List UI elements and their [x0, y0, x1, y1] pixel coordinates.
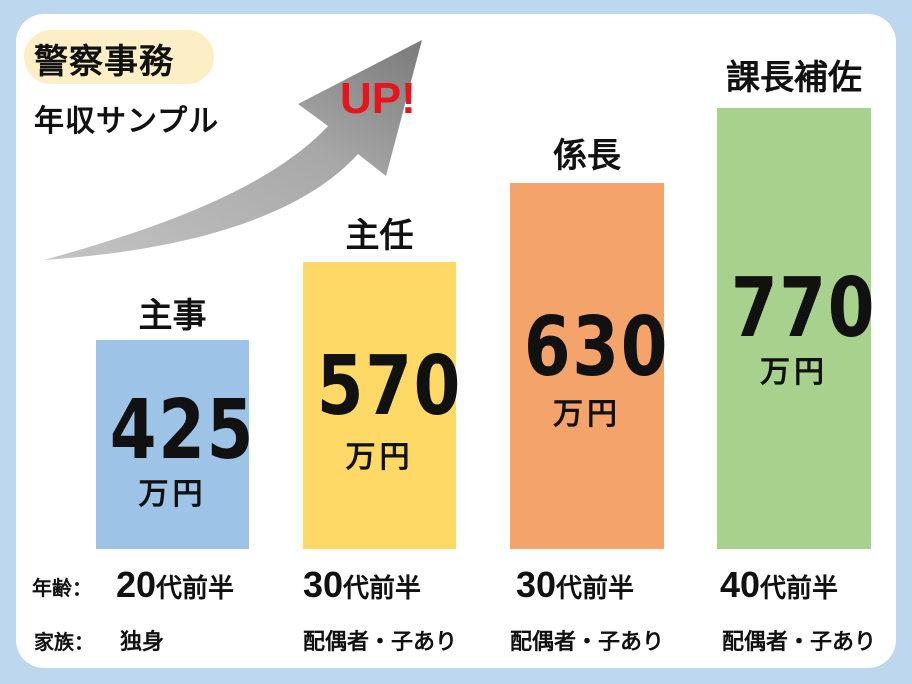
- family-kachohosa: 配偶者・子あり: [722, 630, 877, 655]
- bar-shunin: [303, 262, 456, 549]
- bar-title-shuji: 主事: [138, 296, 207, 336]
- family-row-label: 家族：: [34, 630, 94, 654]
- bar-unit-shunin: 万円: [345, 440, 414, 475]
- family-shuji: 独身: [120, 630, 165, 655]
- bar-unit-kachohosa: 万円: [760, 355, 828, 390]
- family-shunin: 配偶者・子あり: [303, 630, 458, 655]
- age-shunin: 30代前半: [303, 564, 422, 605]
- bar-title-shunin: 主任: [345, 216, 414, 256]
- bar-title-kakaricho: 係長: [553, 136, 621, 176]
- age-row-label: 年齢：: [32, 576, 92, 600]
- bar-title-kachohosa: 課長補佐: [726, 58, 862, 98]
- bar-value-shunin: 570: [316, 339, 463, 434]
- up-annotation: UP!: [340, 74, 416, 123]
- category-badge: [24, 30, 214, 84]
- bar-unit-shuji: 万円: [138, 477, 207, 512]
- category-badge-label: 警察事務: [34, 42, 174, 82]
- bar-value-kachohosa: 770: [730, 261, 877, 356]
- chart-subtitle: 年収サンプル: [34, 104, 220, 139]
- bar-kachohosa: [717, 108, 871, 549]
- bar-value-shuji: 425: [109, 383, 256, 478]
- bar-value-kakaricho: 630: [523, 300, 670, 395]
- bar-shuji: [96, 340, 249, 549]
- bar-unit-kakaricho: 万円: [553, 397, 621, 432]
- family-kakaricho: 配偶者・子あり: [510, 630, 665, 655]
- bar-kakaricho: [510, 183, 664, 549]
- age-kakaricho: 30代前半: [516, 564, 635, 605]
- age-shuji: 20代前半: [116, 564, 235, 605]
- age-kachohosa: 40代前半: [720, 564, 839, 605]
- up-trend-arrow-icon: [44, 40, 422, 260]
